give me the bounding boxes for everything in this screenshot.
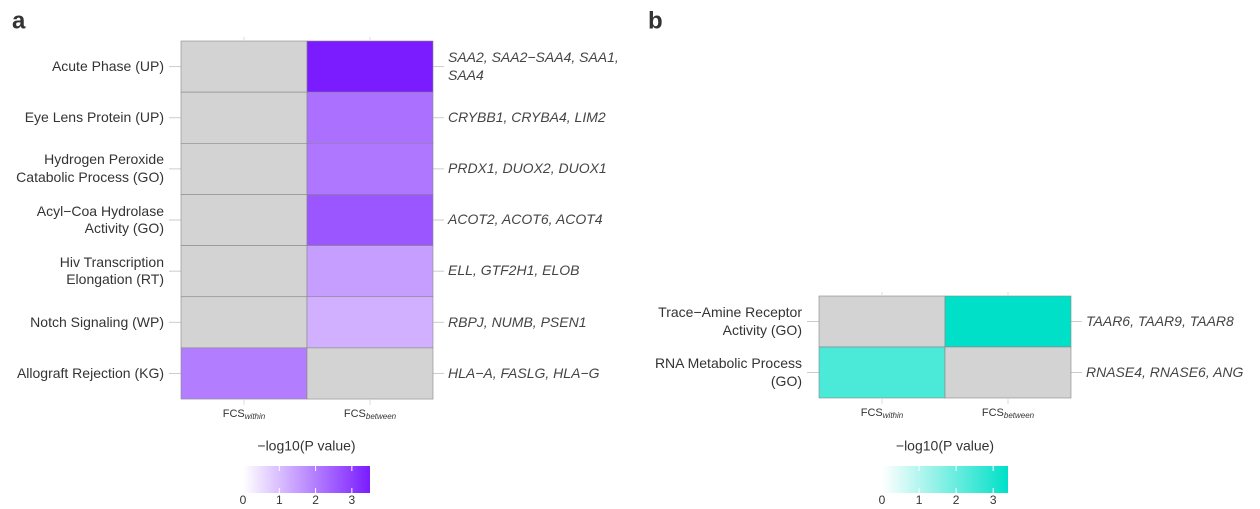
x-tick-label: FCSwithin — [223, 408, 266, 421]
gene-annotation: RBPJ, NUMB, PSEN1 — [448, 297, 643, 348]
heat-cell — [818, 346, 946, 399]
gene-annotation-text: SAA2, SAA2−SAA4, SAA1, SAA4 — [448, 49, 619, 83]
colorbar — [243, 466, 370, 493]
na-cell — [180, 296, 308, 349]
na-cell — [180, 40, 308, 93]
heat-cell — [306, 143, 434, 195]
gene-annotation-text: HLA−A, FASLG, HLA−G — [448, 364, 600, 381]
row-label-text: RNA Metabolic Process (GO) — [654, 355, 802, 389]
row-label-text: Eye Lens Protein (UP) — [24, 108, 164, 125]
colorbar-tick-label: 2 — [953, 493, 960, 507]
na-cell — [180, 194, 308, 246]
gene-annotation: HLA−A, FASLG, HLA−G — [448, 348, 643, 399]
colorbar-tick-label: 3 — [349, 493, 356, 507]
gene-annotation: CRYBB1, CRYBA4, LIM2 — [448, 92, 643, 143]
x-tick-main: FCS — [223, 408, 245, 420]
row-label: Acyl−Coa Hydrolase Activity (GO) — [9, 194, 164, 245]
row-label-text: Trace−Amine Receptor Activity (GO) — [658, 304, 802, 338]
x-tick-main: FCS — [861, 407, 883, 419]
colorbar-tick-label: 3 — [990, 493, 997, 507]
gene-annotation-text: ACOT2, ACOT6, ACOT4 — [448, 211, 603, 228]
gene-annotation: SAA2, SAA2−SAA4, SAA1, SAA4 — [448, 41, 643, 92]
row-label: Eye Lens Protein (UP) — [9, 92, 164, 143]
na-cell — [180, 143, 308, 195]
row-label-text: Notch Signaling (WP) — [30, 313, 164, 330]
panel-label: a — [12, 7, 26, 34]
x-tick-sub: between — [1004, 411, 1035, 420]
heat-cell — [306, 245, 434, 298]
colorbar-tick-label: 0 — [879, 493, 886, 507]
row-label-text: Acute Phase (UP) — [51, 57, 164, 74]
heat-cell — [306, 194, 434, 246]
gene-annotation: ACOT2, ACOT6, ACOT4 — [448, 194, 643, 245]
gene-annotation-text: CRYBB1, CRYBA4, LIM2 — [448, 108, 606, 125]
na-cell — [180, 245, 308, 298]
colorbar-tick-label: 2 — [312, 493, 319, 507]
row-label-text: Hydrogen Peroxide Catabolic Process (GO) — [16, 151, 164, 185]
row-label: Allograft Rejection (KG) — [9, 348, 164, 399]
x-tick-sub: within — [883, 411, 904, 420]
heat-cell — [306, 91, 434, 144]
x-tick-main: FCS — [344, 408, 366, 420]
x-tick-sub: within — [245, 412, 266, 421]
gene-annotation-text: ELL, GTF2H1, ELOB — [448, 262, 580, 279]
heat-cell — [944, 295, 1072, 348]
gene-annotation-text: RNASE4, RNASE6, ANG — [1086, 363, 1244, 380]
gene-annotation-text: PRDX1, DUOX2, DUOX1 — [448, 160, 607, 177]
panel-label: b — [648, 7, 663, 34]
x-tick-label: FCSbetween — [982, 407, 1035, 420]
row-label: Acute Phase (UP) — [9, 41, 164, 92]
x-tick-label: FCSbetween — [344, 408, 397, 421]
row-label: Hydrogen Peroxide Catabolic Process (GO) — [9, 143, 164, 194]
row-label-text: Allograft Rejection (KG) — [16, 364, 164, 381]
row-label-text: Acyl−Coa Hydrolase Activity (GO) — [36, 202, 164, 237]
na-cell — [180, 91, 308, 144]
x-tick-sub: between — [366, 412, 397, 421]
gene-annotation: ELL, GTF2H1, ELOB — [448, 246, 643, 297]
gene-annotation-text: TAAR6, TAAR9, TAAR8 — [1086, 312, 1234, 329]
na-cell — [306, 347, 434, 400]
row-label: RNA Metabolic Process (GO) — [647, 347, 802, 398]
colorbar-tick-label: 0 — [240, 493, 247, 507]
gene-annotation: RNASE4, RNASE6, ANG — [1086, 347, 1256, 398]
row-label-text: Hiv Transcription Elongation (RT) — [59, 253, 164, 288]
colorbar-tick-label: 1 — [916, 493, 923, 507]
gene-annotation: TAAR6, TAAR9, TAAR8 — [1086, 296, 1256, 347]
row-label: Notch Signaling (WP) — [9, 297, 164, 348]
x-tick-label: FCSwithin — [861, 407, 904, 420]
na-cell — [818, 295, 946, 348]
gene-annotation-text: RBPJ, NUMB, PSEN1 — [448, 313, 587, 330]
heat-cell — [306, 40, 434, 93]
colorbar — [882, 466, 1008, 493]
na-cell — [944, 346, 1072, 399]
row-label: Trace−Amine Receptor Activity (GO) — [647, 296, 802, 347]
heat-cell — [180, 347, 308, 400]
x-tick-main: FCS — [982, 407, 1004, 419]
colorbar-title: −log10(P value) — [896, 438, 994, 454]
colorbar-title: −log10(P value) — [257, 438, 355, 454]
row-label: Hiv Transcription Elongation (RT) — [9, 246, 164, 297]
heat-cell — [306, 296, 434, 349]
colorbar-tick-label: 1 — [276, 493, 283, 507]
gene-annotation: PRDX1, DUOX2, DUOX1 — [448, 143, 643, 194]
